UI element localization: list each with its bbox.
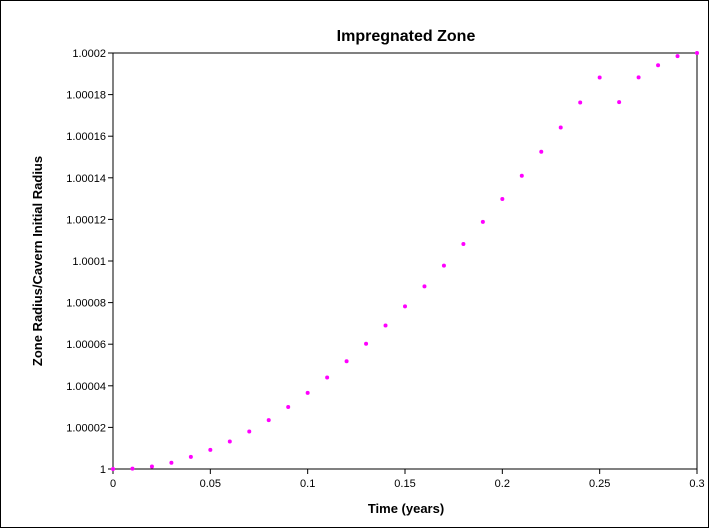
data-point (247, 429, 252, 434)
data-point (227, 439, 232, 444)
data-point (111, 467, 115, 471)
y-tick-label: 1.00004 (66, 381, 106, 393)
data-point (500, 197, 505, 202)
chart-title: Impregnated Zone (337, 28, 476, 45)
data-point (422, 284, 427, 289)
plot-area (112, 52, 698, 470)
data-point (617, 100, 622, 105)
data-point (364, 341, 369, 346)
data-point (675, 54, 680, 59)
data-point (539, 149, 544, 154)
data-point (325, 375, 330, 380)
y-tick-label: 1 (100, 464, 106, 476)
data-point (130, 466, 135, 471)
y-tick-label: 1.0002 (72, 48, 106, 60)
data-point (266, 418, 271, 423)
data-point (597, 75, 602, 80)
y-tick-label: 1.00016 (66, 131, 106, 143)
data-point (480, 219, 485, 224)
data-point (208, 447, 213, 452)
x-tick-label: 0.2 (495, 478, 510, 490)
data-point (636, 75, 641, 80)
y-tick-label: 1.00008 (66, 298, 106, 310)
x-axis-ticks: 0 0.05 0.1 0.15 0.2 0.25 0.3 (110, 469, 705, 490)
y-tick-label: 1.00014 (66, 173, 106, 185)
data-point (578, 100, 583, 105)
x-tick-label: 0.3 (689, 478, 704, 490)
data-point (403, 304, 407, 309)
data-point (461, 241, 466, 246)
data-point (441, 263, 446, 268)
data-point (188, 454, 193, 459)
y-axis-label: Zone Radius/Cavern Initial Radius (30, 156, 45, 366)
x-tick-label: 0.25 (589, 478, 610, 490)
data-point (695, 51, 699, 55)
x-tick-label: 0.05 (200, 478, 221, 490)
x-tick-label: 0.15 (394, 478, 415, 490)
x-tick-label: 0 (110, 478, 116, 490)
x-axis-label: Time (years) (368, 501, 444, 516)
y-tick-label: 1.00006 (66, 339, 106, 351)
data-point (344, 359, 349, 364)
y-axis-ticks: 1 1.00002 1.00004 1.00006 1.00008 1.0001 1.000… (66, 48, 113, 476)
data-point (169, 460, 174, 465)
data-point (286, 405, 291, 410)
data-point (558, 125, 563, 130)
data-point (149, 464, 154, 469)
y-tick-label: 1.00018 (66, 90, 106, 102)
y-tick-label: 1.0001 (72, 256, 106, 268)
y-tick-label: 1.00002 (66, 422, 106, 434)
y-tick-label: 1.00012 (66, 214, 106, 226)
data-point (519, 173, 524, 178)
data-point (383, 323, 388, 328)
x-tick-label: 0.1 (300, 478, 315, 490)
data-series (111, 51, 699, 471)
data-point (656, 63, 661, 68)
data-point (305, 390, 310, 395)
